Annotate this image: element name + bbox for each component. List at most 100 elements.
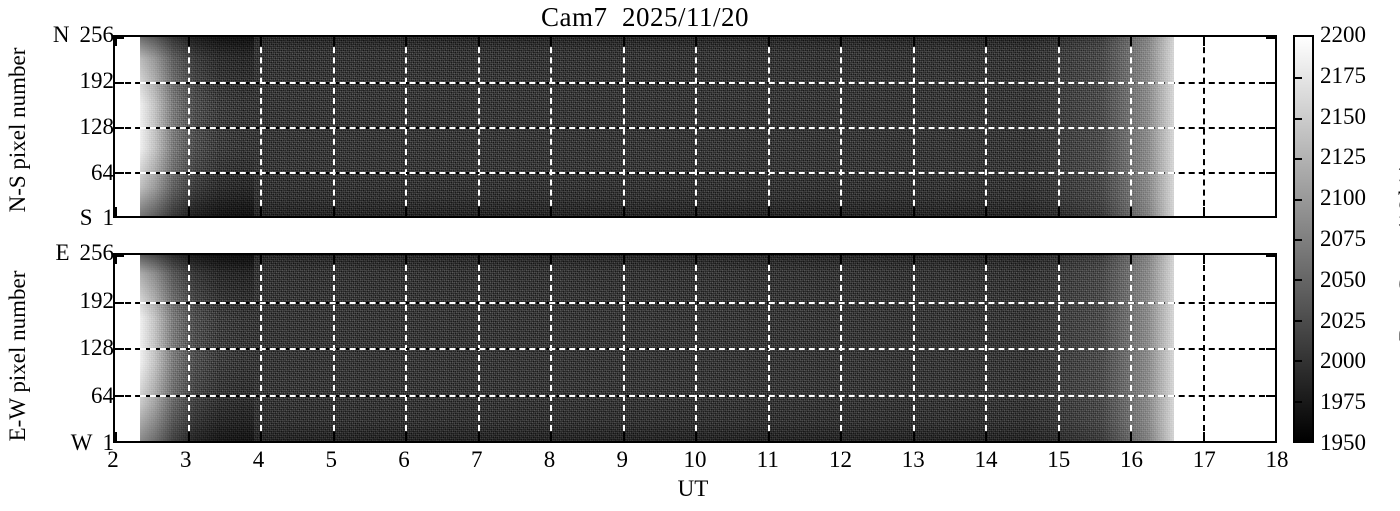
colorbar-tick-label: 2050 xyxy=(1320,266,1366,292)
x-axis-tick xyxy=(260,37,262,46)
x-axis-tick xyxy=(1202,255,1205,264)
x-axis-tick-label: 2 xyxy=(107,447,119,472)
gridline-vertical xyxy=(1202,37,1205,216)
x-axis-tick xyxy=(1202,37,1205,46)
dawn-twilight-band xyxy=(140,37,1174,216)
gridline-horizontal-overlay xyxy=(140,81,1174,84)
gridline-vertical xyxy=(840,255,842,441)
colorbar-tick xyxy=(1294,279,1302,282)
colorbar-tick-label: 2025 xyxy=(1320,307,1366,333)
y-axis-tick-value: 1 xyxy=(102,205,115,230)
colorbar-tick xyxy=(1294,239,1302,241)
gridline-horizontal-overlay xyxy=(140,126,1174,129)
gridline-vertical xyxy=(187,37,190,216)
x-axis-tick xyxy=(985,432,987,441)
gridline-vertical xyxy=(477,37,480,216)
x-axis-tick xyxy=(1202,207,1205,216)
y-axis-tick-label: 128 xyxy=(80,335,115,361)
colorbar-tick xyxy=(1294,400,1302,403)
x-axis-tick xyxy=(767,37,770,46)
gridline-vertical xyxy=(912,255,915,441)
y-axis-tick-value: 1 xyxy=(102,430,115,455)
y-axis-direction-label: E xyxy=(55,240,70,265)
x-axis-tick xyxy=(405,37,407,46)
x-axis-tick xyxy=(1130,255,1132,264)
x-axis-tick-label: 11 xyxy=(756,447,779,472)
x-axis-tick xyxy=(477,432,480,441)
x-axis-tick-label: 3 xyxy=(180,447,192,472)
gridline-horizontal-overlay xyxy=(140,395,1174,398)
gridline-vertical xyxy=(260,37,262,216)
gridline-vertical xyxy=(550,37,552,216)
colorbar-tick-label: 2175 xyxy=(1320,62,1366,88)
x-axis-tick xyxy=(1057,37,1060,46)
gridline-vertical xyxy=(332,37,335,216)
gridline-vertical xyxy=(912,37,915,216)
x-axis-tick xyxy=(1130,37,1132,46)
y-axis-tick-value: 256 xyxy=(79,240,115,265)
colorbar-tick xyxy=(1294,117,1302,120)
keogram-image-ns xyxy=(140,37,1174,216)
x-axis-tick xyxy=(840,255,842,264)
x-axis-tick xyxy=(622,207,625,216)
x-axis-tick xyxy=(477,37,480,46)
x-axis-tick-label: 10 xyxy=(683,447,707,472)
x-axis-tick xyxy=(115,207,117,216)
y-axis-tick-value: 64 xyxy=(91,159,114,185)
x-axis-tick xyxy=(332,207,335,216)
x-axis-tick-label: 16 xyxy=(1120,447,1143,472)
gridline-horizontal-overlay xyxy=(140,348,1174,351)
y-axis-tick xyxy=(115,37,124,39)
colorbar-tick xyxy=(1294,77,1302,80)
y-axis-tick-label: E 256 xyxy=(55,240,114,266)
gridline-vertical xyxy=(405,37,407,216)
page-title: Cam7 2025/11/20 xyxy=(541,2,749,32)
y-axis-tick xyxy=(1266,37,1275,39)
x-axis-tick xyxy=(840,207,842,216)
x-axis-tick-label: 5 xyxy=(325,447,338,472)
y-axis-tick-value: 64 xyxy=(91,383,114,409)
y-axis-tick-label: 192 xyxy=(80,288,115,314)
x-axis-tick xyxy=(187,432,190,441)
x-axis-tick xyxy=(840,37,842,46)
colorbar-tick-label: 2100 xyxy=(1320,185,1366,211)
gridline-vertical xyxy=(477,255,480,441)
x-axis-tick xyxy=(332,432,335,441)
x-axis-tick xyxy=(405,255,407,264)
y-axis-tick xyxy=(1266,395,1275,398)
x-axis-tick xyxy=(985,255,987,264)
colorbar-tick xyxy=(1294,319,1302,322)
x-axis-tick xyxy=(187,207,190,216)
x-axis-title: UT xyxy=(677,476,709,501)
colorbar-tick xyxy=(1294,158,1302,161)
gridline-vertical xyxy=(1057,37,1060,216)
x-axis-tick-label: 12 xyxy=(829,447,852,472)
y-axis-tick-label: 64 xyxy=(91,383,114,409)
x-axis-tick xyxy=(1057,207,1060,216)
x-axis-tick-label: 18 xyxy=(1265,447,1289,472)
x-axis-tick xyxy=(332,255,335,264)
x-axis-tick xyxy=(767,255,770,264)
x-axis-tick xyxy=(260,432,262,441)
gridline-vertical xyxy=(840,37,842,216)
colorbar-tick-label: 2200 xyxy=(1320,22,1366,47)
y-axis-tick-label: N 256 xyxy=(53,22,114,48)
y-axis-tick xyxy=(115,81,124,84)
x-axis-tick xyxy=(115,432,117,441)
colorbar-tick xyxy=(1294,360,1302,363)
gridline-vertical xyxy=(1130,255,1132,441)
y-axis-tick-value: 128 xyxy=(79,113,115,139)
x-axis-tick xyxy=(550,207,552,216)
colorbar-title: Raw Count (16 bit) xyxy=(1395,162,1400,342)
x-axis-tick-label: 9 xyxy=(616,447,629,472)
x-axis-tick xyxy=(695,207,697,216)
x-axis-tick xyxy=(405,207,407,216)
gridline-vertical xyxy=(985,37,987,216)
x-axis-tick xyxy=(187,255,190,264)
x-axis-tick xyxy=(622,255,625,264)
x-axis-tick xyxy=(260,207,262,216)
gridline-horizontal-overlay xyxy=(140,301,1174,304)
panel-ns xyxy=(113,35,1277,218)
